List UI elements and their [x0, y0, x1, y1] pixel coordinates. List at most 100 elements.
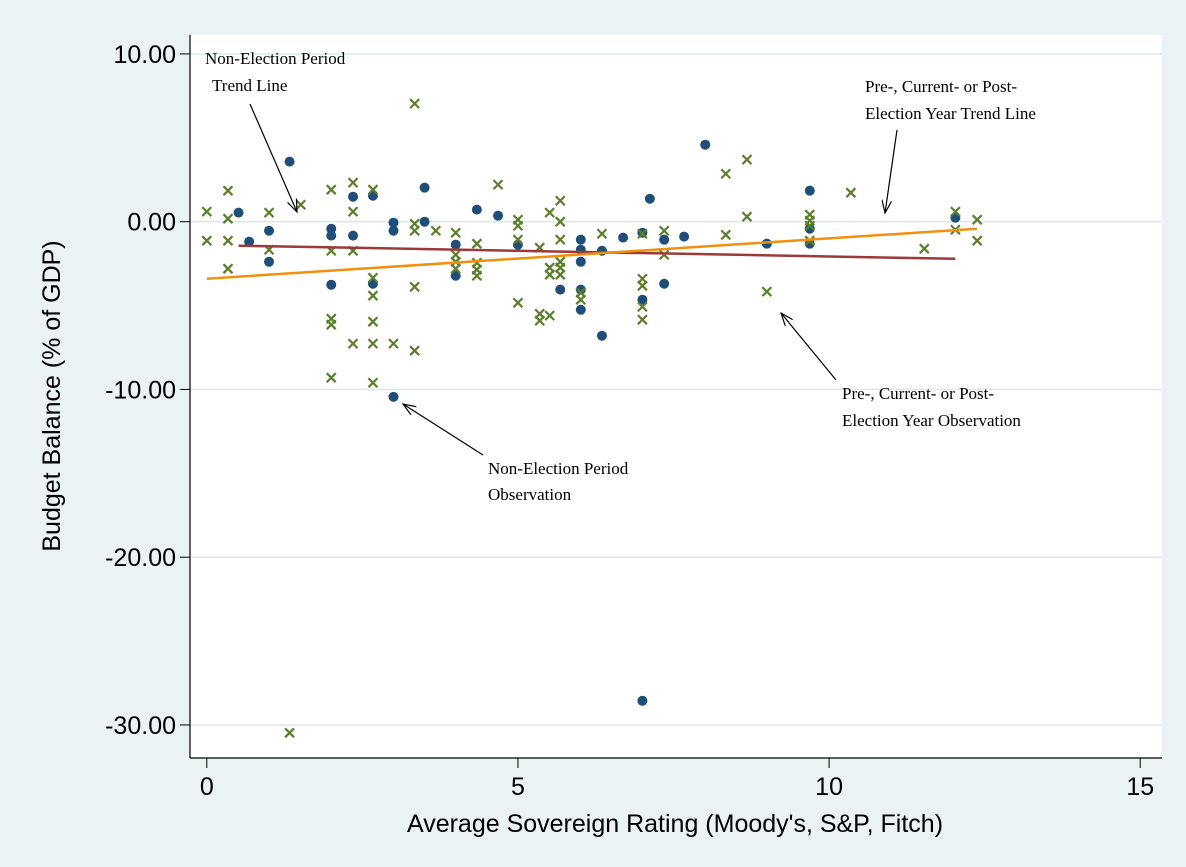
arrow [781, 313, 837, 381]
plot-area [190, 35, 1162, 758]
annotation-line: Non-Election Period [205, 49, 346, 68]
point [367, 184, 379, 195]
y-tick-label: 0.00 [127, 209, 176, 237]
point [367, 316, 379, 327]
point [419, 216, 430, 227]
point [388, 225, 399, 236]
point [284, 156, 295, 167]
annotation-line: Trend Line [212, 76, 287, 95]
point [388, 217, 399, 228]
point [555, 284, 566, 295]
point [471, 204, 482, 215]
point [618, 232, 629, 243]
point [637, 695, 648, 706]
point [512, 234, 524, 245]
point [575, 256, 586, 267]
point [720, 168, 732, 180]
grid [190, 53, 1162, 726]
y-tick-label: -10.00 [105, 376, 176, 404]
point [679, 231, 690, 242]
annotation-line: Pre-, Current- or Post- [842, 384, 994, 403]
point [222, 235, 234, 246]
point [348, 191, 359, 202]
point [326, 223, 337, 234]
trend-line [206, 227, 978, 280]
point [720, 229, 732, 241]
arrow [249, 103, 297, 212]
x-tick-label: 0 [200, 773, 214, 801]
y-axis-label: Budget Balance (% of GDP) [38, 240, 66, 551]
point [804, 220, 816, 232]
y-tick-label: 10.00 [113, 41, 176, 69]
point [326, 230, 337, 241]
point [575, 234, 586, 245]
point [700, 139, 711, 150]
point [450, 239, 461, 250]
point [637, 301, 648, 313]
point [512, 220, 524, 232]
point [493, 210, 504, 221]
point [971, 214, 983, 225]
point [347, 206, 359, 217]
point [367, 290, 379, 301]
point [388, 338, 399, 349]
x-axis-label: Average Sovereign Rating (Moody's, S&P, … [407, 810, 943, 838]
point [919, 243, 930, 254]
arrow [885, 129, 898, 213]
x-tick-label: 15 [1126, 773, 1154, 801]
point [659, 234, 670, 245]
x-tick-label: 5 [511, 773, 525, 801]
point [264, 225, 275, 236]
point [263, 207, 275, 218]
point [575, 284, 586, 295]
point [367, 377, 379, 389]
point [222, 213, 234, 224]
point [575, 304, 586, 315]
point [325, 372, 337, 383]
annotation-line: Observation [488, 485, 572, 504]
annotations: Non-Election Period Trend Line Pre-, Cur… [205, 49, 1036, 504]
point [554, 216, 566, 227]
point [409, 98, 420, 109]
y-tick-label: -20.00 [105, 544, 176, 572]
point [450, 263, 461, 274]
point [347, 338, 359, 349]
point [348, 230, 359, 241]
arrow [403, 404, 484, 456]
point [741, 154, 753, 165]
annotation-line: Election Year Trend Line [865, 104, 1036, 123]
point [637, 280, 648, 292]
point [544, 207, 555, 218]
ticks: 10.00 0.00 -10.00 -20.00 -30.00 0 5 10 15 [105, 41, 1154, 801]
point [512, 297, 524, 309]
point [971, 235, 983, 246]
point [419, 182, 430, 193]
point [367, 272, 379, 284]
point [544, 310, 555, 321]
point [761, 286, 773, 297]
point [492, 179, 504, 190]
point [596, 228, 608, 240]
point [367, 338, 379, 349]
annotation-line: Pre-, Current- or Post- [865, 77, 1017, 96]
point [554, 234, 566, 245]
point [471, 270, 483, 281]
point [347, 177, 359, 188]
point [201, 206, 213, 217]
point [409, 281, 420, 293]
point [284, 727, 295, 739]
point [409, 225, 420, 237]
point [450, 270, 461, 281]
point [637, 314, 648, 325]
point [264, 256, 275, 267]
point [326, 279, 337, 290]
point [950, 206, 961, 217]
point [659, 278, 670, 289]
point [222, 185, 234, 196]
marks [201, 98, 983, 739]
point [471, 238, 483, 249]
point [554, 195, 566, 207]
point [295, 199, 307, 211]
